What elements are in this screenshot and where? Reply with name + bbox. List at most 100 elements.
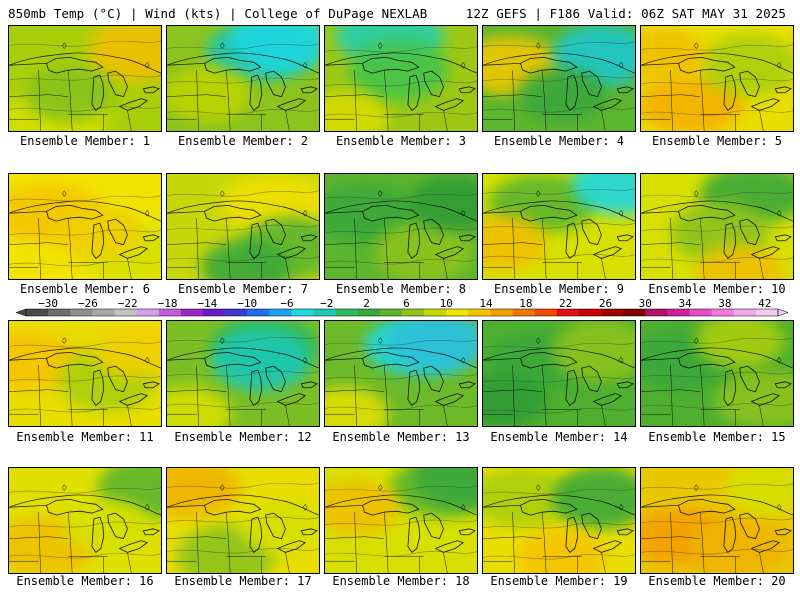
border-line bbox=[325, 62, 363, 66]
colorbar-tick-label: 14 bbox=[479, 298, 493, 310]
temperature-anomaly-shading bbox=[700, 33, 793, 97]
colorbar-segment bbox=[623, 309, 646, 316]
state-boundary bbox=[354, 70, 357, 131]
isotherm-contour bbox=[641, 517, 793, 524]
state-boundary bbox=[38, 218, 41, 279]
isotherm-contour bbox=[641, 337, 793, 344]
great-lake-outline bbox=[423, 512, 444, 540]
great-lake-outline bbox=[407, 516, 421, 553]
city-marker bbox=[618, 503, 624, 511]
state-boundary bbox=[759, 552, 764, 573]
temperature-anomaly-shading bbox=[517, 67, 607, 123]
isotherm-contour bbox=[325, 80, 477, 87]
great-lake-outline bbox=[774, 234, 792, 242]
colorbar-segment bbox=[689, 309, 713, 316]
state-boundary bbox=[127, 258, 132, 279]
isotherm-contour bbox=[325, 227, 477, 234]
city-marker bbox=[460, 503, 466, 511]
state-boundary bbox=[67, 218, 73, 279]
isotherm-contour bbox=[483, 376, 635, 383]
us-canada-border bbox=[167, 52, 319, 74]
ensemble-member-label: Ensemble Member: 8 bbox=[335, 282, 467, 296]
us-canada-border bbox=[483, 347, 635, 369]
great-lake-outline bbox=[204, 352, 262, 369]
state-boundary bbox=[383, 365, 389, 426]
isotherm-contour bbox=[483, 408, 635, 414]
isotherm-contour bbox=[167, 190, 319, 197]
city-marker bbox=[144, 503, 150, 511]
great-lake-outline bbox=[458, 86, 476, 94]
state-boundary bbox=[601, 405, 606, 426]
colorbar-segment bbox=[158, 309, 182, 316]
city-marker bbox=[302, 209, 308, 217]
temperature-anomaly-shading bbox=[715, 370, 793, 426]
isotherm-contour bbox=[9, 375, 161, 382]
city-marker bbox=[694, 42, 699, 50]
great-lake-outline bbox=[581, 512, 602, 540]
great-lake-outline bbox=[265, 218, 286, 246]
state-boundary bbox=[483, 242, 543, 245]
state-boundary bbox=[383, 218, 389, 279]
isotherm-contour bbox=[325, 339, 477, 346]
great-lake-outline bbox=[750, 246, 781, 259]
isotherm-contour bbox=[641, 403, 793, 409]
ensemble-member-label: Ensemble Member: 13 bbox=[332, 430, 470, 444]
great-lake-outline bbox=[204, 57, 262, 74]
us-canada-border bbox=[325, 347, 477, 369]
city-marker bbox=[536, 42, 541, 50]
colorbar-tick-label: −14 bbox=[197, 298, 217, 310]
ensemble-map-panel bbox=[166, 467, 320, 574]
us-canada-border bbox=[325, 200, 477, 222]
colorbar-tick-label: −6 bbox=[280, 298, 293, 310]
ensemble-map-panel bbox=[482, 467, 636, 574]
state-boundary bbox=[759, 405, 764, 426]
ensemble-member-label: Ensemble Member: 15 bbox=[648, 430, 786, 444]
ensemble-member-label: Ensemble Member: 7 bbox=[177, 282, 309, 296]
isotherm-contour bbox=[325, 405, 477, 411]
great-lake-outline bbox=[276, 540, 307, 553]
border-line bbox=[325, 504, 363, 508]
isotherm-contour bbox=[9, 261, 161, 267]
us-canada-border bbox=[167, 200, 319, 222]
isotherm-contour bbox=[641, 191, 793, 198]
colorbar-segment bbox=[225, 309, 248, 316]
colorbar-left-arrow bbox=[15, 308, 27, 317]
state-boundary bbox=[354, 218, 357, 279]
ensemble-map-panel bbox=[8, 320, 162, 427]
state-boundary bbox=[512, 218, 515, 279]
colorbar-segment bbox=[468, 309, 491, 316]
state-boundary bbox=[670, 512, 673, 573]
great-lake-outline bbox=[362, 352, 420, 369]
colorbar-segment bbox=[755, 309, 779, 316]
temperature-anomaly-shading bbox=[724, 468, 793, 516]
isotherm-contour bbox=[325, 551, 477, 557]
isotherm-contour bbox=[641, 483, 793, 490]
great-lake-outline bbox=[616, 528, 634, 536]
state-boundary bbox=[641, 242, 701, 245]
great-lake-outline bbox=[265, 70, 286, 98]
great-lake-outline bbox=[249, 74, 263, 111]
great-lake-outline bbox=[774, 528, 792, 536]
great-lake-outline bbox=[265, 365, 286, 393]
colorbar-segment bbox=[490, 309, 513, 316]
state-boundary bbox=[699, 512, 705, 573]
ensemble-map-panel bbox=[482, 320, 636, 427]
state-boundary bbox=[483, 536, 543, 539]
state-boundary bbox=[383, 70, 389, 131]
state-boundary bbox=[670, 70, 673, 131]
ensemble-member-label: Ensemble Member: 18 bbox=[332, 574, 470, 588]
great-lake-outline bbox=[46, 57, 104, 74]
state-boundary bbox=[641, 389, 701, 392]
colorbar-right-arrow bbox=[777, 308, 789, 317]
great-lake-outline bbox=[362, 205, 420, 222]
state-boundary bbox=[541, 70, 547, 131]
colorbar-segment bbox=[26, 309, 49, 316]
colorbar-segment bbox=[379, 309, 403, 316]
ensemble-member-label: Ensemble Member: 10 bbox=[648, 282, 786, 296]
isotherm-contour bbox=[641, 549, 793, 555]
great-lake-outline bbox=[458, 528, 476, 536]
colorbar-segment bbox=[512, 309, 536, 316]
great-lake-outline bbox=[362, 499, 420, 516]
border-line bbox=[483, 357, 521, 361]
border-line bbox=[641, 62, 679, 66]
